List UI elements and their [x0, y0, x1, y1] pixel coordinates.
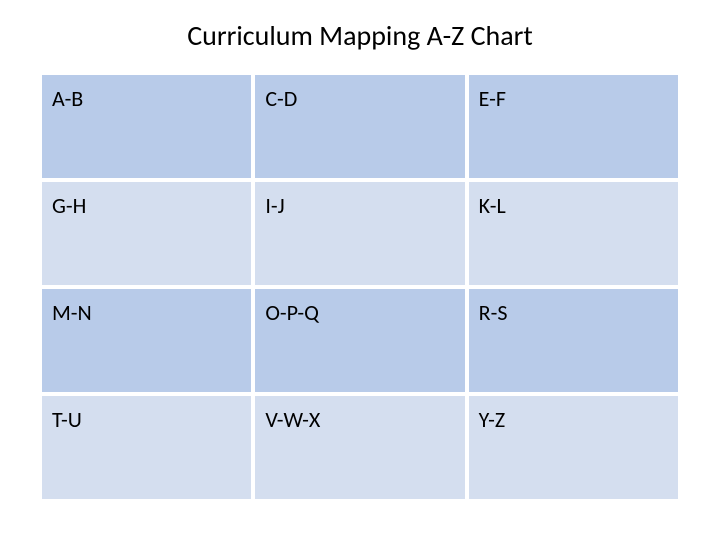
grid-cell: K-L — [467, 180, 680, 287]
page-title: Curriculum Mapping A-Z Chart — [40, 18, 680, 53]
grid-cell: V-W-X — [253, 394, 466, 501]
grid-cell: G-H — [40, 180, 253, 287]
grid-cell: Y-Z — [467, 394, 680, 501]
grid-cell: C-D — [253, 73, 466, 180]
grid-cell: I-J — [253, 180, 466, 287]
grid-cell: M-N — [40, 287, 253, 394]
grid-cell: A-B — [40, 73, 253, 180]
grid-cell: T-U — [40, 394, 253, 501]
grid-cell: R-S — [467, 287, 680, 394]
grid-cell: O-P-Q — [253, 287, 466, 394]
az-grid: A-BC-DE-F G-HI-JK-L M-NO-P-QR-S T-UV-W-XY-Z — [40, 73, 680, 501]
grid-cell: E-F — [467, 73, 680, 180]
